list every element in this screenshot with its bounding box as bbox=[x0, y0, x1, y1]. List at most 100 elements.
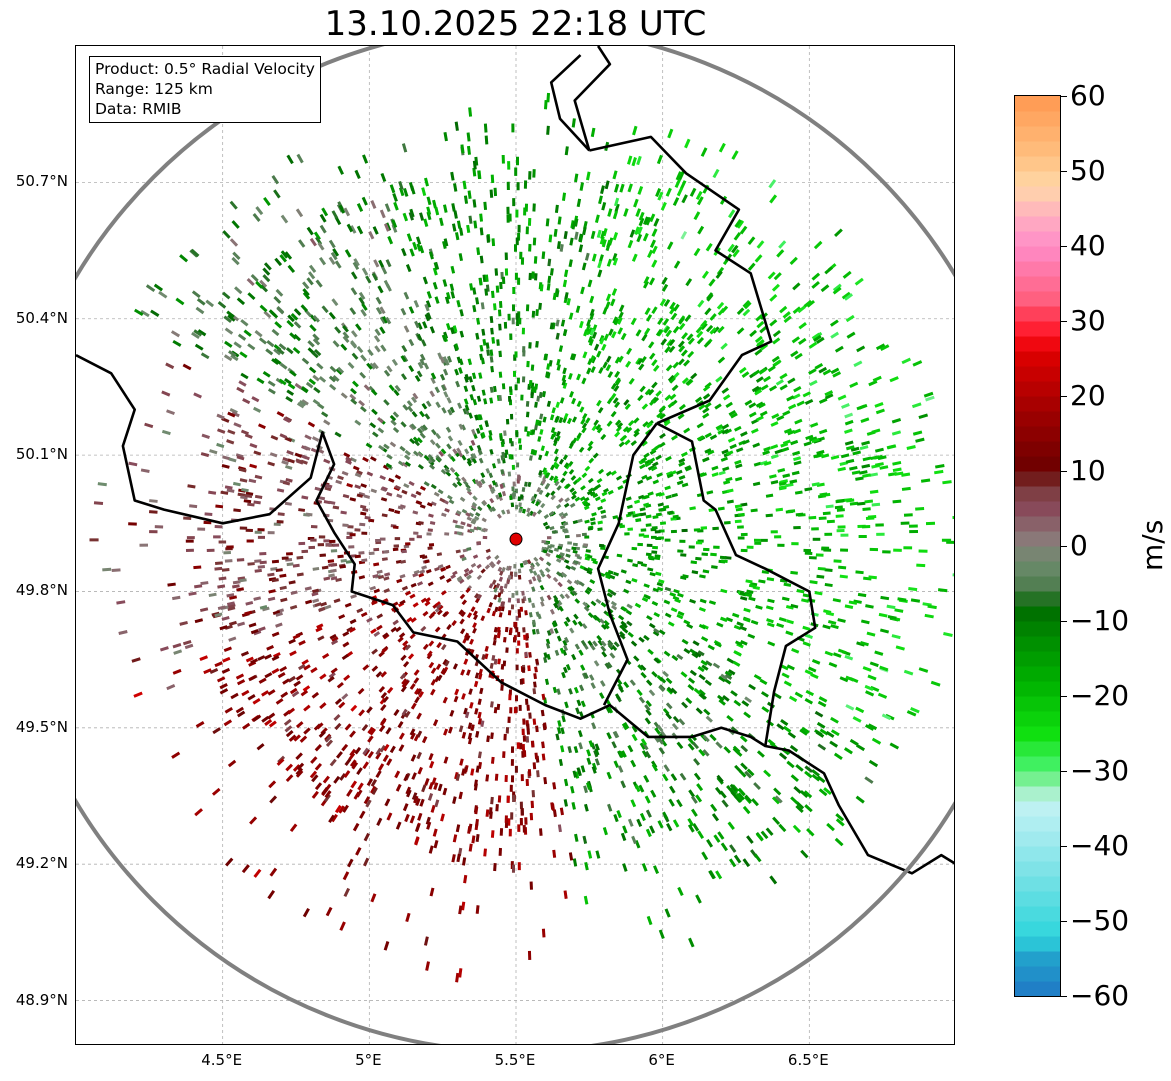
velocity-gate bbox=[562, 454, 569, 461]
latitude-label: 50.4°N bbox=[15, 308, 68, 327]
velocity-gate bbox=[455, 549, 461, 554]
velocity-gate bbox=[670, 607, 678, 613]
velocity-gate bbox=[240, 372, 249, 380]
velocity-gate bbox=[498, 301, 503, 308]
velocity-gate bbox=[589, 579, 596, 585]
velocity-gate bbox=[808, 341, 818, 349]
velocity-gate bbox=[343, 770, 351, 778]
velocity-gate bbox=[795, 801, 805, 810]
velocity-gate bbox=[331, 210, 339, 220]
velocity-gate bbox=[259, 279, 268, 288]
velocity-gate bbox=[507, 471, 512, 477]
velocity-gate bbox=[214, 561, 223, 565]
velocity-gate bbox=[635, 329, 642, 337]
colorbar-band bbox=[1015, 786, 1060, 802]
velocity-gate bbox=[879, 628, 890, 634]
velocity-gate bbox=[454, 343, 460, 351]
velocity-gate bbox=[587, 477, 594, 484]
velocity-gate bbox=[416, 730, 423, 738]
velocity-gate bbox=[315, 626, 323, 633]
velocity-gate bbox=[463, 658, 469, 665]
velocity-gate bbox=[638, 217, 645, 227]
velocity-gate bbox=[910, 707, 920, 714]
velocity-gate bbox=[563, 620, 569, 627]
velocity-gate bbox=[844, 293, 854, 301]
velocity-gate bbox=[754, 541, 762, 545]
velocity-gate bbox=[406, 789, 412, 798]
velocity-gate bbox=[421, 402, 428, 410]
velocity-gate bbox=[559, 477, 566, 484]
velocity-gate bbox=[720, 456, 729, 462]
velocity-gate bbox=[613, 641, 620, 648]
velocity-gate bbox=[267, 388, 276, 395]
velocity-gate bbox=[717, 506, 725, 511]
velocity-gate bbox=[292, 633, 301, 640]
velocity-gate bbox=[607, 569, 614, 575]
velocity-gate bbox=[598, 366, 604, 374]
velocity-gate bbox=[830, 319, 839, 327]
velocity-gate bbox=[214, 612, 223, 618]
velocity-gate bbox=[303, 445, 311, 451]
velocity-gate bbox=[911, 402, 922, 409]
velocity-gate bbox=[321, 305, 329, 314]
velocity-gate bbox=[644, 461, 652, 468]
velocity-gate bbox=[696, 336, 705, 345]
radar-site-marker[interactable] bbox=[509, 532, 523, 546]
velocity-gate bbox=[285, 774, 294, 783]
velocity-gate bbox=[227, 411, 236, 418]
velocity-gate bbox=[319, 673, 327, 680]
velocity-gate bbox=[292, 764, 301, 772]
velocity-gate bbox=[526, 511, 531, 517]
velocity-gate bbox=[697, 299, 705, 308]
radar-map[interactable] bbox=[75, 45, 955, 1045]
velocity-gate bbox=[789, 744, 799, 753]
velocity-gate bbox=[639, 664, 647, 671]
velocity-gate bbox=[409, 728, 416, 736]
velocity-gate bbox=[383, 399, 390, 406]
velocity-gate bbox=[349, 748, 357, 757]
velocity-gate bbox=[504, 252, 508, 260]
velocity-gate bbox=[490, 174, 495, 184]
velocity-gate bbox=[545, 552, 551, 558]
velocity-gate bbox=[279, 573, 287, 578]
velocity-gate bbox=[194, 618, 204, 624]
velocity-gate bbox=[937, 588, 948, 593]
graticule bbox=[76, 46, 954, 1044]
velocity-gate bbox=[342, 331, 350, 339]
velocity-gate bbox=[779, 372, 788, 380]
velocity-gate bbox=[574, 643, 581, 650]
velocity-gate bbox=[537, 436, 542, 442]
velocity-gate bbox=[321, 565, 329, 570]
velocity-gate bbox=[316, 362, 324, 370]
velocity-gate bbox=[728, 858, 737, 868]
velocity-gate bbox=[354, 554, 361, 559]
velocity-gate bbox=[712, 662, 721, 669]
velocity-gate bbox=[768, 385, 778, 392]
velocity-gate bbox=[475, 730, 480, 738]
velocity-gate bbox=[680, 553, 687, 557]
velocity-gate bbox=[288, 734, 297, 742]
velocity-gate bbox=[641, 750, 648, 758]
velocity-gate bbox=[521, 508, 527, 514]
velocity-gate bbox=[734, 764, 742, 773]
velocity-gate bbox=[385, 462, 393, 469]
velocity-gate bbox=[459, 593, 466, 600]
velocity-gate bbox=[525, 400, 530, 407]
velocity-gate bbox=[505, 647, 509, 653]
velocity-gate bbox=[363, 796, 371, 805]
velocity-gate bbox=[769, 194, 778, 204]
velocity-gate bbox=[773, 272, 782, 281]
velocity-gate bbox=[791, 470, 800, 476]
velocity-gate bbox=[599, 680, 606, 687]
velocity-gate bbox=[689, 598, 697, 604]
longitude-label: 5°E bbox=[355, 1051, 382, 1069]
velocity-gate bbox=[726, 784, 734, 793]
velocity-gate bbox=[501, 490, 507, 497]
velocity-gate bbox=[615, 475, 623, 481]
velocity-gate bbox=[541, 693, 546, 701]
velocity-gate bbox=[633, 198, 639, 208]
colorbar-tick-label: 40 bbox=[1070, 229, 1106, 262]
velocity-gate bbox=[554, 480, 560, 487]
velocity-gate bbox=[609, 652, 616, 659]
velocity-gate bbox=[553, 448, 559, 455]
